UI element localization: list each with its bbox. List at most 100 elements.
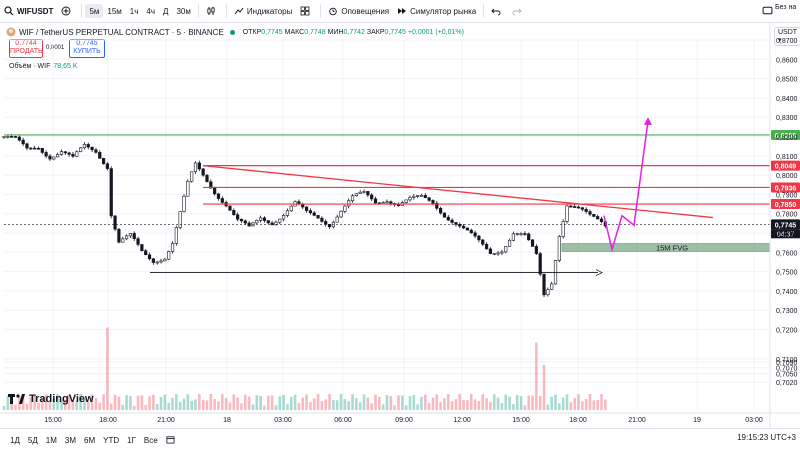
candle-body [213,187,217,195]
alerts-button[interactable]: Оповещения [324,0,393,22]
candle-body [79,147,83,153]
volume-bar [25,403,29,410]
volume-bar [240,403,243,410]
chart-type-button[interactable] [202,0,223,22]
countdown-label: 04:37 [777,231,795,238]
projection-path[interactable] [603,120,649,253]
price-label-bg [771,182,800,193]
sell-price: 0,7744 [15,40,37,47]
candle-body [396,204,401,206]
volume-bar [550,396,553,410]
volume-bar [52,398,56,410]
volume-bar [347,401,350,410]
y-tick-label: 0,8300 [776,115,798,122]
y-tick-label: 0,8500 [776,77,798,84]
layout-name: Без на [775,4,797,11]
range-ytd[interactable]: YTD [103,436,120,445]
candle-body [569,205,573,208]
candle-body [190,171,194,182]
undo-button[interactable] [487,0,508,22]
candle-body [33,147,37,150]
volume-bar [450,401,454,410]
price-label-bg [771,160,800,171]
volume-bar [56,394,59,410]
candle-body [239,218,244,222]
compare-button[interactable] [57,0,78,22]
candle-body [458,224,462,227]
candle-body [538,253,542,275]
indicators-button[interactable]: Индикаторы [230,0,296,22]
volume-bar [569,402,573,410]
interval-1h[interactable]: 1ч [129,6,139,16]
volume-value: 78,65 K [53,63,78,70]
price-level-label: 0,8208 [775,133,797,140]
interval-5m[interactable]: 5м [85,4,104,18]
volume-bar [366,397,370,410]
candle-body [408,197,412,201]
range-all[interactable]: Все [143,436,158,445]
candle-body [232,210,236,215]
volume-bar [94,398,98,410]
volume-bar [412,395,416,410]
volume-bar [159,396,163,410]
trend-line[interactable] [202,164,714,219]
volume-bar [508,396,511,410]
candle-body [419,195,424,197]
x-tick-label: 19 [693,417,701,424]
candle-body [370,194,374,200]
volume-bar [132,405,136,410]
volume-bar [573,398,576,410]
interval-30m[interactable]: 30м [176,6,191,16]
range-1m[interactable]: 1М [45,436,57,445]
volume-bar [243,394,247,410]
candle-body [404,199,408,203]
candle-body [450,219,454,223]
candle-body [40,148,44,153]
currency-selector[interactable]: USDT ▾ [774,27,800,46]
divider [197,4,199,18]
candle-body [573,206,577,208]
range-1d[interactable]: 1Д [10,436,20,445]
symbol-search[interactable]: WIFUSDT [0,0,57,22]
x-tick-label: 12:00 [453,417,471,424]
range-3m[interactable]: 3М [64,436,76,445]
volume-bar [469,394,473,410]
range-6m[interactable]: 6М [84,436,96,445]
volume-bar [21,394,25,410]
volume-bar [236,397,239,410]
volume-bar [492,394,496,410]
candle-body [132,233,136,239]
candle-body [144,250,148,256]
redo-button[interactable] [508,0,529,22]
x-tick-label: 15:00 [44,417,62,424]
range-1y[interactable]: 1Г [127,436,136,445]
candle-body [52,156,56,160]
candle-body [259,217,263,221]
replay-button[interactable]: Симулятор рынка [393,0,480,22]
symbol-title: WIF / TetherUS PERPETUAL CONTRACT · 5 · … [19,27,224,37]
candle-body [335,216,339,223]
layouts-button[interactable] [296,0,317,22]
volume-bar [577,394,580,410]
candle-body [496,252,500,255]
volume-bar [140,395,144,410]
interval-4h[interactable]: 4ч [146,6,156,16]
y-tick-label: 0,7090 [776,360,798,367]
volume-bar [420,396,423,410]
candle-body [270,222,274,226]
volume-bar [194,399,197,410]
volume-bar [381,404,385,410]
interval-15m[interactable]: 15м [107,6,122,16]
layout-name-area[interactable]: Без на [760,0,800,24]
candle-body [59,151,64,155]
date-range-button[interactable] [162,435,179,446]
candle-body [362,191,366,193]
candle-body [21,139,25,145]
market-open-dot [229,29,235,35]
volume-bar [228,402,232,410]
candle-body [354,193,358,196]
candle-body [147,254,152,260]
range-5d[interactable]: 5Д [27,436,38,445]
interval-1d[interactable]: Д [163,6,169,16]
